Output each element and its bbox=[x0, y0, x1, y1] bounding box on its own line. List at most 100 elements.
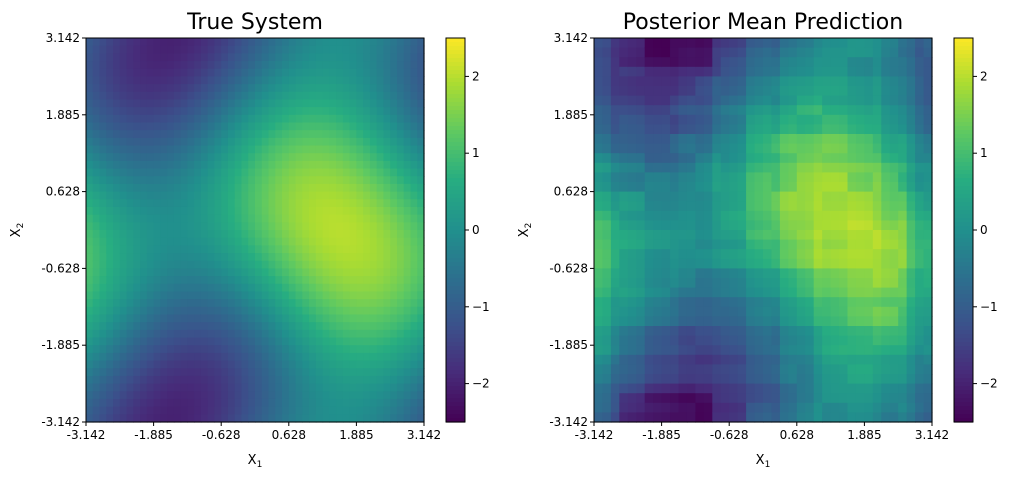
colorbar-segment bbox=[954, 166, 973, 171]
heatmap-cell bbox=[695, 278, 705, 289]
heatmap-cell bbox=[695, 297, 705, 308]
heatmap-cell bbox=[737, 287, 747, 298]
heatmap-cell bbox=[167, 268, 175, 277]
heatmap-cell bbox=[248, 299, 256, 308]
colorbar-segment bbox=[954, 106, 973, 111]
heatmap-cell bbox=[376, 368, 385, 377]
heatmap-cell bbox=[855, 86, 865, 97]
heatmap-cell bbox=[703, 374, 713, 385]
heatmap-cell bbox=[403, 61, 412, 70]
heatmap-cell bbox=[214, 375, 222, 385]
heatmap-cell bbox=[779, 383, 789, 394]
colorbar-segment bbox=[954, 222, 973, 227]
heatmap-cell bbox=[788, 306, 798, 317]
colorbar-segment bbox=[954, 170, 973, 175]
heatmap-cell bbox=[686, 412, 696, 423]
heatmap-cell bbox=[288, 299, 297, 308]
heatmap-cell bbox=[889, 354, 899, 365]
heatmap-cell bbox=[695, 354, 705, 365]
heatmap-cell bbox=[173, 383, 182, 392]
heatmap-cell bbox=[187, 122, 195, 131]
colorbar-segment bbox=[446, 50, 465, 55]
heatmap-cell bbox=[302, 199, 310, 208]
heatmap-cell bbox=[309, 306, 317, 316]
heatmap-cell bbox=[92, 306, 101, 316]
y-tick-label: -1.885 bbox=[549, 338, 588, 352]
heatmap-cell bbox=[712, 38, 722, 49]
heatmap-cell bbox=[342, 183, 351, 193]
heatmap-cell bbox=[779, 287, 789, 298]
heatmap-cell bbox=[295, 345, 303, 354]
heatmap-cell bbox=[248, 99, 256, 108]
heatmap-cell bbox=[822, 326, 832, 337]
heatmap-cell bbox=[369, 322, 378, 331]
heatmap-cell bbox=[342, 345, 351, 354]
heatmap-cell bbox=[636, 95, 646, 106]
heatmap-cell bbox=[187, 45, 195, 54]
heatmap-cell bbox=[92, 206, 101, 216]
colorbar-segment bbox=[446, 218, 465, 223]
heatmap-cell bbox=[99, 68, 107, 77]
heatmap-cell bbox=[923, 335, 933, 346]
heatmap-cell bbox=[830, 182, 840, 193]
heatmap-cell bbox=[898, 57, 908, 68]
heatmap-cell bbox=[214, 237, 222, 246]
heatmap-cell bbox=[396, 375, 405, 385]
heatmap-cell bbox=[173, 61, 182, 70]
heatmap-cell bbox=[349, 414, 357, 423]
heatmap-cell bbox=[275, 153, 283, 162]
heatmap-cell bbox=[336, 160, 344, 170]
heatmap-cell bbox=[214, 160, 222, 170]
heatmap-cell bbox=[788, 47, 798, 58]
heatmap-cell bbox=[221, 322, 229, 331]
heatmap-cell bbox=[146, 206, 155, 216]
heatmap-cell bbox=[227, 276, 236, 285]
heatmap-cell bbox=[342, 383, 351, 392]
heatmap-cell bbox=[763, 134, 773, 145]
heatmap-cell bbox=[153, 329, 161, 339]
heatmap-cell bbox=[255, 199, 263, 208]
heatmap-cell bbox=[315, 398, 324, 408]
heatmap-cell bbox=[342, 160, 351, 170]
colorbar-segment bbox=[446, 86, 465, 91]
y-tick-label: -0.628 bbox=[549, 261, 588, 275]
heatmap-cell bbox=[686, 297, 696, 308]
heatmap-cell bbox=[255, 122, 263, 131]
heatmap-cell bbox=[396, 391, 405, 400]
heatmap-cell bbox=[363, 160, 371, 170]
heatmap-cell bbox=[113, 99, 121, 108]
heatmap-cell bbox=[255, 253, 263, 262]
heatmap-cell bbox=[241, 84, 249, 93]
heatmap-cell bbox=[369, 329, 378, 339]
heatmap-cell bbox=[119, 191, 128, 200]
heatmap-cell bbox=[763, 220, 773, 231]
colorbar-segment bbox=[446, 162, 465, 167]
heatmap-cell bbox=[670, 402, 680, 413]
heatmap-cell bbox=[369, 375, 378, 385]
colorbar-tick-label: 0 bbox=[472, 223, 480, 237]
heatmap-cell bbox=[336, 368, 344, 377]
heatmap-cell bbox=[363, 299, 371, 308]
heatmap-cell bbox=[221, 268, 229, 277]
heatmap-cell bbox=[322, 130, 330, 139]
heatmap-cell bbox=[678, 383, 688, 394]
heatmap-cell bbox=[403, 99, 412, 108]
heatmap-cell bbox=[241, 276, 249, 285]
heatmap-cell bbox=[241, 222, 249, 231]
heatmap-cell bbox=[248, 230, 256, 239]
colorbar-segment bbox=[954, 78, 973, 83]
heatmap-cell bbox=[268, 230, 276, 239]
colorbar-segment bbox=[954, 358, 973, 363]
heatmap-cell bbox=[187, 260, 195, 269]
heatmap-cell bbox=[255, 130, 263, 139]
heatmap-cell bbox=[126, 130, 134, 139]
heatmap-cell bbox=[898, 38, 908, 49]
heatmap-cell bbox=[133, 283, 141, 293]
heatmap-cell bbox=[133, 137, 141, 147]
colorbar-segment bbox=[954, 74, 973, 79]
colorbar-segment bbox=[446, 78, 465, 83]
heatmap-cell bbox=[322, 253, 330, 262]
heatmap-cell bbox=[180, 345, 188, 354]
heatmap-cell bbox=[847, 268, 857, 279]
heatmap-cell bbox=[336, 291, 344, 300]
